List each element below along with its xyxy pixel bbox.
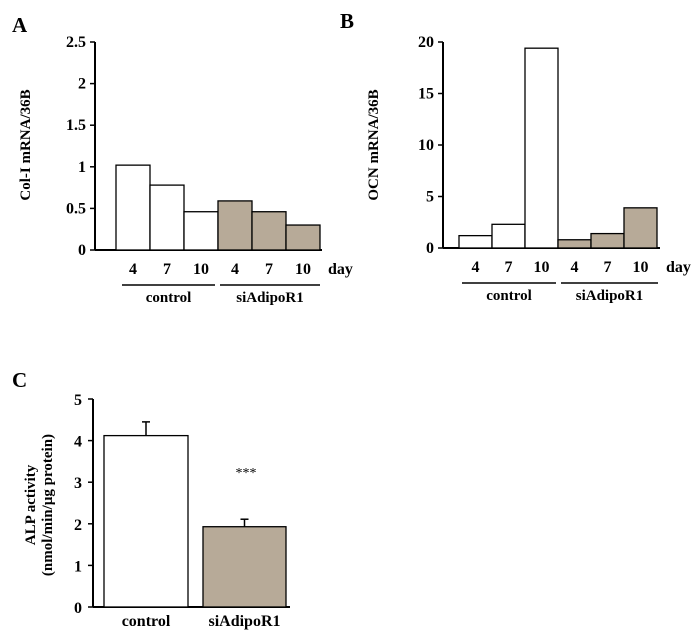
panel-b-ylabel: OCN mRNA/36B (366, 89, 382, 200)
panel-a-ylabel: Col-I mRNA/36B (18, 89, 34, 200)
panel-a-group-label-0: control (146, 290, 192, 306)
panel-a-bar-siadipor1-5 (285, 224, 321, 251)
panel-a-y-tick-label-4: 2 (78, 76, 86, 93)
panel-a-x-tick-label-4: 7 (265, 261, 273, 278)
panel-a-group-label-1: siAdipoR1 (236, 290, 304, 306)
panel-b-group-label-0: control (486, 288, 532, 304)
panel-c-y-tick-label-0: 0 (74, 600, 82, 617)
panel-a-y-tick-label-0: 0 (78, 242, 86, 259)
panel-c-ylabel-line2: (nmol/min/µg protein) (40, 434, 56, 576)
panel-b-x-tick-label-0: 4 (472, 259, 480, 276)
panel-b-group-label-1: siAdipoR1 (576, 288, 644, 304)
panel-c: C ALP activity (nmol/min/µg protein) 0 1 2… (12, 368, 290, 630)
panel-a-x-tick-label-3: 4 (231, 261, 239, 278)
panel-b-bar-siadipor1-3 (557, 239, 592, 249)
panel-a-x-tick-label-0: 4 (129, 261, 137, 278)
panel-b-y-tick-label-2: 10 (418, 137, 434, 154)
panel-a-y-tick-label-2: 1 (78, 159, 86, 176)
panel-b-y-tick-label-1: 5 (426, 189, 434, 206)
panel-c-y-tick-label-4: 4 (74, 434, 82, 451)
panel-c-letter: C (12, 368, 27, 392)
panel-b-bar-siadipor1-4 (590, 232, 625, 249)
panel-b: B OCN mRNA/36B 0 5 10 15 20 4 7 10 4 7 10 day contro… (340, 9, 691, 304)
panel-c-bar-0 (103, 434, 189, 608)
panel-c-y-tick-label-5: 5 (74, 392, 82, 409)
panel-a-bar-control-1 (149, 184, 185, 251)
panel-a-x-tick-label-5: 10 (295, 261, 311, 278)
panel-a-bar-control-2 (183, 211, 219, 251)
panel-c-ylabel-line1: ALP activity (23, 464, 39, 545)
panel-c-x-tick-label-1: siAdipoR1 (208, 613, 280, 630)
panel-b-bar-siadipor1-5 (623, 207, 658, 249)
panel-b-x-tick-label-5: 10 (633, 259, 649, 276)
panel-a-y-tick-label-5: 2.5 (66, 34, 86, 51)
panel-a-bar-control-0 (115, 164, 151, 251)
panel-c-bar-1 (202, 526, 287, 608)
panel-b-x-tick-label-1: 7 (505, 259, 513, 276)
panel-c-y-tick-label-2: 2 (74, 517, 82, 534)
panel-a-x-tick-label-2: 10 (193, 261, 209, 278)
panel-a-bar-siadipor1-3 (217, 200, 253, 251)
panel-b-y-tick-label-0: 0 (426, 240, 434, 257)
panel-b-x-tick-label-2: 10 (534, 259, 550, 276)
panel-c-x-tick-label-0: control (122, 613, 171, 630)
panel-a-x-tick-label-1: 7 (163, 261, 171, 278)
panel-b-x-unit-label: day (666, 259, 691, 276)
panel-c-y-tick-label-3: 3 (74, 475, 82, 492)
panel-b-letter: B (340, 9, 354, 33)
panel-b-bar-control-1 (491, 223, 526, 249)
panel-b-bar-control-2 (524, 47, 559, 249)
panel-b-y-tick-label-3: 15 (418, 86, 434, 103)
panel-b-x-tick-label-4: 7 (604, 259, 612, 276)
panel-a-x-unit-label: day (328, 261, 353, 278)
panel-b-y-tick-label-4: 20 (418, 34, 434, 51)
panel-a-y-tick-label-1: 0.5 (66, 200, 86, 217)
panel-a-bar-siadipor1-4 (251, 211, 287, 251)
panel-c-significance: *** (236, 466, 257, 481)
panel-c-y-tick-label-1: 1 (74, 558, 82, 575)
panel-a-y-tick-label-3: 1.5 (66, 117, 86, 134)
panel-a-letter: A (12, 13, 28, 37)
panel-b-x-tick-label-3: 4 (571, 259, 579, 276)
panel-a: A Col-I mRNA/36B 0 0.5 1 1.5 2 2.5 4 7 10 4 7 10 day… (12, 13, 353, 306)
panel-b-bar-control-0 (458, 234, 493, 249)
